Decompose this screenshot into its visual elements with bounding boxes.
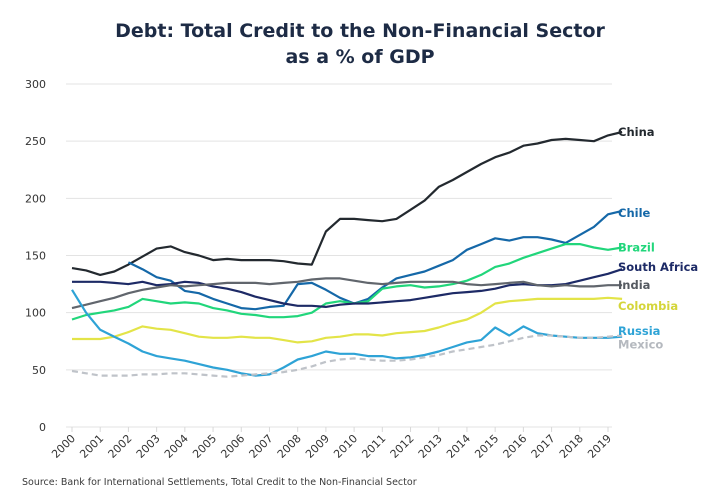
x-tick-label: 2013 <box>416 432 445 461</box>
x-tick-label: 2010 <box>331 432 360 461</box>
x-tick-label: 2018 <box>557 432 586 461</box>
x-tick-label: 2003 <box>134 432 163 461</box>
series-label-colombia: Colombia <box>618 299 678 313</box>
x-tick-label: 2007 <box>247 432 276 461</box>
x-tick-label: 2008 <box>275 432 304 461</box>
gridlines <box>66 83 612 428</box>
y-axis-ticks: 0 50 100 150 200 250 300 <box>25 78 46 434</box>
x-tick-label: 2001 <box>77 432 106 461</box>
x-tick-label: 2006 <box>218 432 247 461</box>
series-line-chile <box>127 209 623 311</box>
x-tick-label: 2009 <box>303 432 332 461</box>
x-axis-ticks: 2000 2001 2002 2003 2004 2005 2006 2007 2008 2009… <box>49 427 614 461</box>
x-tick-label: 2012 <box>388 432 417 461</box>
source-note: Source: Bank for International Settlemen… <box>22 477 417 488</box>
x-tick-label: 2016 <box>500 432 529 461</box>
x-tick-label: 2000 <box>49 432 78 461</box>
series-label-mexico: Mexico <box>618 338 663 352</box>
series-line-brazil <box>71 243 623 321</box>
series-line-mexico <box>71 334 623 378</box>
series-line-south-africa <box>72 268 623 308</box>
series-label-chile: Chile <box>618 206 651 220</box>
series-labels: China Chile Brazil South Africa India Colombi… <box>618 125 698 352</box>
chart-title: Debt: Total Credit to the Non-Financial … <box>0 18 720 70</box>
x-tick-label: 2015 <box>472 432 501 461</box>
series-label-south-africa: South Africa <box>618 260 698 274</box>
y-tick-label: 0 <box>39 421 46 434</box>
series-line-china <box>71 130 623 276</box>
x-tick-label: 2005 <box>190 432 219 461</box>
series-label-brazil: Brazil <box>618 240 655 254</box>
y-tick-label: 250 <box>25 135 46 148</box>
series-lines <box>71 130 623 378</box>
x-tick-label: 2014 <box>444 432 473 461</box>
series-line-russia <box>71 289 623 377</box>
series-label-china: China <box>618 125 655 139</box>
x-tick-label: 2017 <box>529 432 558 461</box>
series-line-colombia <box>72 296 623 344</box>
y-tick-label: 300 <box>25 78 46 91</box>
x-tick-label: 2002 <box>106 432 135 461</box>
series-label-russia: Russia <box>618 324 660 338</box>
y-tick-label: 150 <box>25 250 46 263</box>
x-tick-label: 2019 <box>585 432 614 461</box>
x-tick-label: 2011 <box>359 432 388 461</box>
series-line-india <box>71 277 623 310</box>
y-tick-label: 50 <box>32 364 46 377</box>
x-tick-label: 2004 <box>162 432 191 461</box>
y-tick-label: 200 <box>25 192 46 205</box>
y-tick-label: 100 <box>25 307 46 320</box>
series-label-india: India <box>618 278 650 292</box>
chart-title-line1: Debt: Total Credit to the Non-Financial … <box>115 20 605 42</box>
chart-title-line2: as a % of GDP <box>285 46 435 68</box>
